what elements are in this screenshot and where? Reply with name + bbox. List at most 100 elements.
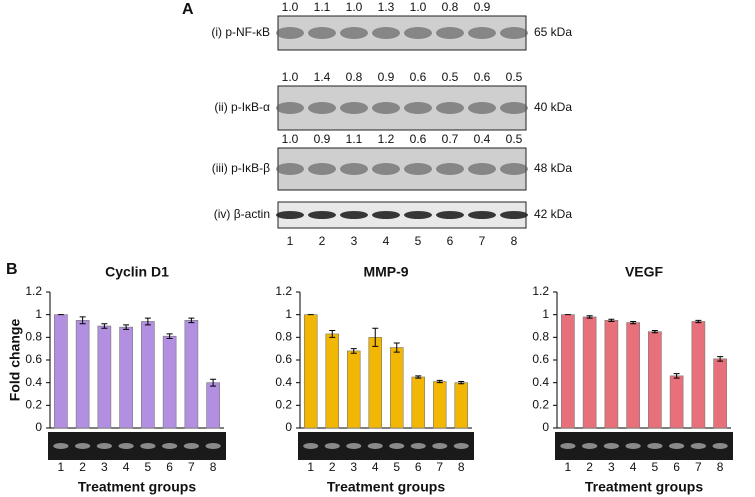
densitometry-value: 0.9 (314, 132, 331, 146)
lane-label: 2 (319, 234, 326, 248)
x-tick-label: 5 (145, 460, 152, 474)
lane-label: 8 (511, 234, 518, 248)
lane-label: 3 (351, 234, 358, 248)
y-tick-label: 0.8 (25, 330, 42, 344)
y-tick-label: 0.4 (532, 375, 549, 389)
x-tick-label: 6 (166, 460, 173, 474)
bar (162, 335, 177, 429)
band (372, 211, 400, 219)
y-tick-label: 1 (542, 307, 549, 321)
band (308, 102, 336, 114)
y-tick-label: 1 (35, 307, 42, 321)
densitometry-value: 0.5 (506, 70, 523, 84)
lane-label: 1 (287, 234, 294, 248)
y-tick-label: 0.6 (532, 352, 549, 366)
bar (432, 381, 447, 429)
band (372, 102, 400, 114)
error-bar (393, 342, 400, 353)
bar (346, 350, 361, 429)
band (308, 211, 336, 219)
band (340, 27, 368, 39)
bar (626, 322, 640, 429)
bar (184, 320, 199, 429)
gel (298, 432, 474, 460)
lane-label: 6 (447, 234, 454, 248)
gel-band (647, 443, 663, 449)
band (404, 102, 432, 114)
x-tick-label: 2 (79, 460, 86, 474)
gel-band (389, 443, 405, 449)
bar (561, 314, 575, 429)
error-bar (630, 320, 637, 325)
bar (325, 333, 339, 429)
band (436, 102, 464, 114)
error-bar (210, 378, 217, 387)
y-axis-label: Fold change (7, 319, 23, 402)
bar (119, 326, 133, 429)
error-bar (329, 330, 336, 338)
densitometry-value: 0.5 (506, 132, 523, 146)
y-tick-label: 0.2 (532, 398, 549, 412)
band (436, 211, 464, 219)
band (276, 27, 304, 39)
gel (48, 432, 226, 460)
band (308, 27, 336, 39)
x-tick-label: 2 (586, 460, 593, 474)
densitometry-value: 0.8 (442, 0, 459, 14)
band (372, 163, 400, 175)
error-bar (166, 333, 173, 339)
size-label: 42 kDa (534, 207, 572, 221)
band (372, 27, 400, 39)
gel-band (183, 443, 199, 449)
error-bar (188, 317, 195, 324)
y-tick-label: 1.2 (532, 284, 549, 298)
row-label: (iv) β-actin (214, 207, 270, 221)
x-tick-label: 7 (188, 460, 195, 474)
row-label: (iii) p-IκB-β (212, 161, 270, 175)
gel-band (410, 443, 426, 449)
gel-band (346, 443, 362, 449)
densitometry-value: 0.6 (410, 132, 427, 146)
panel-label: A (182, 1, 194, 18)
error-bar (436, 379, 443, 384)
x-tick-label: 1 (565, 460, 572, 474)
row-label: (ii) p-IκB-α (214, 100, 270, 114)
gel-band (96, 443, 112, 449)
x-tick-label: 2 (329, 460, 336, 474)
bar (54, 314, 68, 429)
panel-label: B (6, 261, 18, 278)
y-tick-label: 0.2 (275, 398, 292, 412)
band (340, 211, 368, 219)
bar (454, 382, 468, 429)
gel-band (625, 443, 641, 449)
band (500, 27, 528, 39)
lane-label: 7 (479, 234, 486, 248)
gel-band (712, 443, 728, 449)
x-tick-label: 3 (350, 460, 357, 474)
x-tick-label: 1 (307, 460, 314, 474)
bar (75, 320, 90, 429)
gel-band (205, 443, 221, 449)
x-tick-label: 6 (673, 460, 680, 474)
densitometry-value: 0.6 (410, 70, 427, 84)
densitometry-value: 1.3 (378, 0, 395, 14)
densitometry-value: 1.0 (282, 0, 299, 14)
y-tick-label: 0.6 (275, 352, 292, 366)
error-bar (79, 316, 86, 325)
x-tick-label: 8 (458, 460, 465, 474)
x-tick-label: 5 (652, 460, 659, 474)
band (308, 163, 336, 175)
densitometry-value: 0.5 (442, 70, 459, 84)
x-axis-label: Treatment groups (78, 479, 196, 495)
gel-band (324, 443, 340, 449)
densitometry-value: 1.4 (314, 70, 331, 84)
densitometry-value: 0.4 (474, 132, 491, 146)
error-bar (458, 381, 465, 385)
size-label: 48 kDa (534, 161, 572, 175)
band (276, 163, 304, 175)
y-tick-label: 1 (285, 307, 292, 321)
band (468, 102, 496, 114)
y-tick-label: 0.2 (25, 398, 42, 412)
chart-title: VEGF (625, 264, 664, 280)
